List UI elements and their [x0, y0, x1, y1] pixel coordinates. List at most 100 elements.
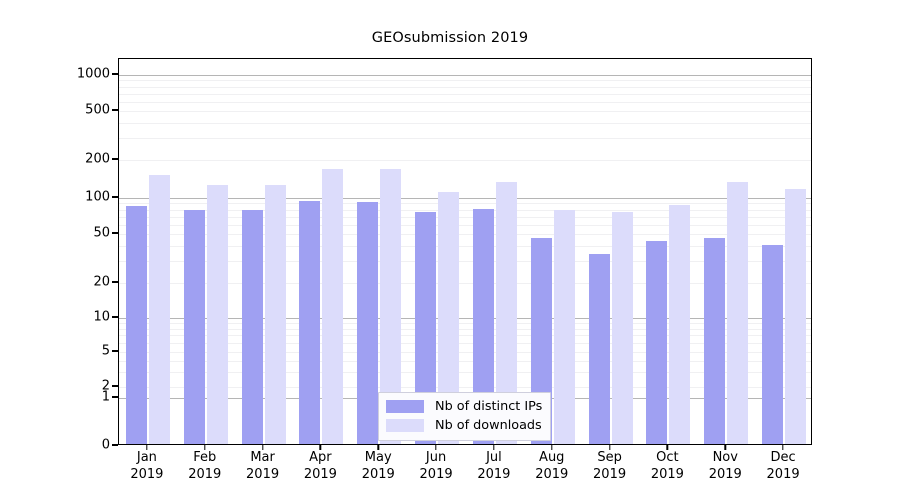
bar-downloads: [148, 174, 170, 444]
x-tick-month: Dec: [770, 450, 796, 465]
gridline-major: [119, 75, 811, 76]
gridline-minor: [119, 216, 811, 218]
bar-downloads: [727, 181, 749, 444]
plot-area: [118, 58, 812, 445]
legend-label-downloads: Nb of downloads: [435, 418, 542, 433]
x-tick-label-group: May 2019: [349, 449, 407, 483]
x-tick-label-group: Jun 2019: [407, 449, 465, 483]
x-tick-year: 2019: [766, 467, 800, 482]
bar-downloads: [322, 168, 344, 444]
gridline-minor: [119, 209, 811, 211]
gridline-minor: [119, 261, 811, 263]
x-tick-label-group: Feb 2019: [176, 449, 234, 483]
bar-distinct-ips: [125, 206, 147, 444]
y-tick-label: 2: [101, 378, 110, 394]
x-tick-year: 2019: [477, 467, 511, 482]
x-tick-month: Apr: [309, 450, 332, 465]
gridline-minor: [119, 371, 811, 373]
legend-item-downloads[interactable]: Nb of downloads: [386, 416, 542, 435]
x-tick-month: Jul: [486, 450, 502, 465]
bar-distinct-ips: [762, 245, 784, 444]
gridline-minor: [119, 160, 811, 161]
x-tick-mark: [608, 445, 611, 450]
y-tick-mark: [112, 444, 118, 446]
x-tick-year: 2019: [535, 467, 569, 482]
bar-distinct-ips: [704, 237, 726, 444]
x-tick-label-group: Aug 2019: [523, 449, 581, 483]
gridline-minor: [119, 111, 811, 112]
gridline-minor: [119, 138, 811, 140]
bar-distinct-ips: [241, 209, 263, 444]
x-tick-month: Aug: [539, 450, 565, 465]
gridline-minor: [119, 343, 811, 345]
bar-distinct-ips: [415, 212, 437, 444]
gridline-minor: [119, 323, 811, 325]
y-axis: 0 1 2 5 10 20 50 100 200 500 1000: [0, 0, 110, 500]
gridline-minor: [119, 203, 811, 205]
y-tick-mark: [112, 385, 118, 387]
gridline-minor: [119, 101, 811, 103]
legend-label-ips: Nb of distinct IPs: [435, 399, 543, 414]
x-axis: Jan 2019 Feb 2019 Mar 2019 Apr 2019 May 2019 Jun 20…: [118, 445, 812, 497]
gridline-major: [119, 318, 811, 319]
bar-downloads: [495, 182, 517, 444]
y-tick-label: 1000: [76, 66, 110, 82]
x-tick-year: 2019: [188, 467, 222, 482]
y-tick-label: 1: [101, 389, 110, 405]
x-tick-label-group: Oct 2019: [638, 449, 696, 483]
y-tick-mark: [112, 396, 118, 398]
gridline-major: [119, 198, 811, 199]
bar-downloads: [669, 205, 691, 444]
bar-distinct-ips: [299, 201, 321, 444]
y-tick-label: 200: [85, 151, 110, 167]
y-tick-mark: [112, 196, 118, 198]
x-tick-label-group: Apr 2019: [291, 449, 349, 483]
x-tick-mark: [319, 445, 322, 450]
bar-downloads: [264, 185, 286, 444]
chart-legend: Nb of distinct IPs Nb of downloads: [378, 392, 552, 441]
y-tick-mark: [112, 232, 118, 234]
x-tick-mark: [724, 445, 726, 450]
x-tick-mark: [261, 445, 264, 450]
x-tick-mark: [551, 445, 553, 450]
x-tick-mark: [666, 445, 669, 450]
x-tick-label-group: Mar 2019: [234, 449, 292, 483]
gridline-minor: [119, 80, 811, 82]
bar-downloads: [206, 185, 228, 444]
x-tick-label-group: Jul 2019: [465, 449, 523, 483]
bar-distinct-ips: [646, 241, 668, 444]
gridline-minor: [119, 234, 811, 235]
x-tick-year: 2019: [361, 467, 395, 482]
x-tick-month: Feb: [193, 450, 217, 465]
gridline-minor: [119, 224, 811, 226]
gridline-minor: [119, 245, 811, 247]
x-tick-month: Oct: [656, 450, 679, 465]
y-tick-label: 50: [93, 225, 110, 241]
gridline-minor: [119, 283, 811, 284]
x-tick-year: 2019: [303, 467, 337, 482]
x-tick-mark: [435, 445, 437, 450]
x-tick-year: 2019: [419, 467, 453, 482]
x-tick-mark: [782, 445, 784, 450]
x-tick-month: May: [364, 450, 392, 465]
x-tick-label-group: Jan 2019: [118, 449, 176, 483]
legend-item-distinct-ips[interactable]: Nb of distinct IPs: [386, 397, 542, 416]
x-tick-month: Jan: [136, 450, 157, 465]
bar-downloads: [785, 189, 807, 444]
x-tick-label-group: Dec 2019: [754, 449, 812, 483]
x-tick-month: Nov: [712, 450, 738, 465]
legend-swatch-icon-ips: [386, 400, 424, 413]
y-tick-label: 0: [101, 437, 110, 453]
y-tick-label: 100: [85, 189, 110, 205]
y-tick-mark: [112, 316, 118, 318]
x-tick-year: 2019: [593, 467, 627, 482]
x-tick-year: 2019: [246, 467, 280, 482]
bar-downloads: [553, 210, 575, 444]
y-tick-label: 10: [93, 309, 110, 325]
gridline-minor: [119, 335, 811, 337]
gridline-minor: [119, 122, 811, 124]
x-tick-year: 2019: [708, 467, 742, 482]
legend-swatch-icon-downloads: [386, 419, 424, 432]
y-tick-mark: [112, 73, 118, 75]
y-tick-label: 20: [93, 274, 110, 290]
